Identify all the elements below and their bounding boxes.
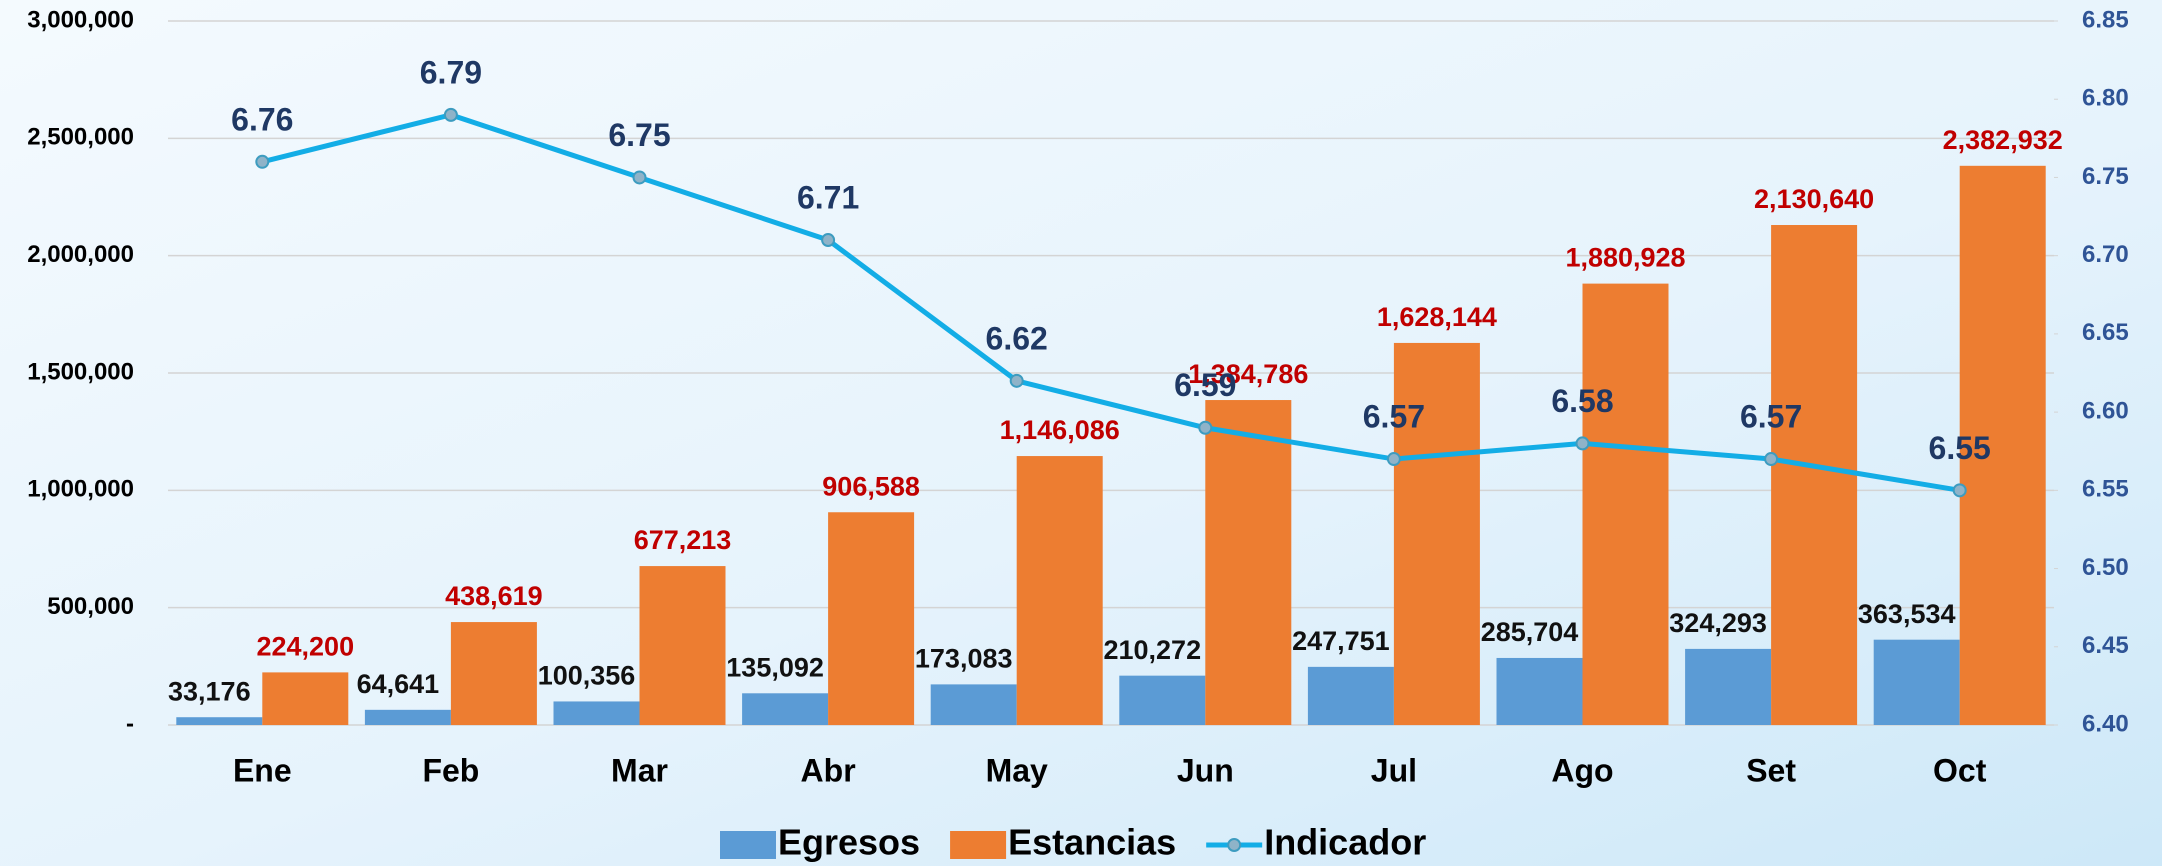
value-label: 247,751 xyxy=(1292,626,1390,656)
y2-tick-label: 6.75 xyxy=(2082,163,2129,190)
value-label: 1,628,144 xyxy=(1377,302,1497,332)
bar xyxy=(1205,400,1292,725)
value-label: 2,382,932 xyxy=(1943,125,2063,155)
value-label: 363,534 xyxy=(1858,599,1956,629)
y-tick-label: 2,500,000 xyxy=(27,124,134,151)
y-tick-label: 500,000 xyxy=(47,593,134,620)
bar xyxy=(176,717,263,725)
marker xyxy=(1575,436,1590,451)
y-tick-label: - xyxy=(126,710,134,737)
value-label: 6.79 xyxy=(420,54,482,90)
bar xyxy=(1393,342,1480,725)
x-tick-label: Jun xyxy=(1177,752,1234,788)
marker xyxy=(632,170,647,185)
value-label: 210,272 xyxy=(1103,635,1201,665)
bar xyxy=(1582,283,1669,725)
y2-tick-label: 6.50 xyxy=(2082,554,2129,581)
value-label: 906,588 xyxy=(822,471,920,501)
value-label: 6.58 xyxy=(1551,383,1613,419)
bar xyxy=(553,701,640,725)
y2-tick-label: 6.85 xyxy=(2082,6,2129,33)
bar xyxy=(1307,666,1394,725)
value-label: 324,293 xyxy=(1669,608,1767,638)
value-label: 64,641 xyxy=(357,669,440,699)
x-tick-label: Ago xyxy=(1551,752,1613,788)
bar xyxy=(1016,456,1103,725)
marker xyxy=(1009,373,1024,388)
marker xyxy=(1952,483,1967,498)
value-label: 6.75 xyxy=(608,117,670,153)
y2-tick-label: 6.65 xyxy=(2082,319,2129,346)
bar xyxy=(450,622,537,725)
bar xyxy=(1685,648,1772,725)
x-tick-label: May xyxy=(986,752,1048,788)
x-tick-label: Jul xyxy=(1371,752,1417,788)
value-label: 100,356 xyxy=(538,661,636,691)
value-label: 1,880,928 xyxy=(1565,243,1685,273)
bar xyxy=(364,709,451,725)
value-label: 1,384,786 xyxy=(1188,359,1308,389)
bar xyxy=(1771,225,1858,725)
x-tick-label: Set xyxy=(1746,752,1796,788)
value-label: 6.57 xyxy=(1740,398,1802,434)
legend-label: Estancias xyxy=(1008,822,1176,863)
x-tick-label: Ene xyxy=(233,752,292,788)
value-label: 285,704 xyxy=(1481,617,1579,647)
marker xyxy=(1198,420,1213,435)
value-label: 33,176 xyxy=(168,676,251,706)
bar xyxy=(1496,657,1583,725)
legend-swatch xyxy=(720,831,776,859)
value-label: 173,083 xyxy=(915,644,1013,674)
bar xyxy=(742,693,829,725)
line xyxy=(261,112,1961,493)
y2-tick-label: 6.55 xyxy=(2082,476,2129,503)
bar xyxy=(930,684,1017,725)
x-tick-label: Feb xyxy=(422,752,479,788)
legend-swatch xyxy=(950,831,1007,859)
legend-label: Indicador xyxy=(1264,822,1426,863)
x-tick-label: Abr xyxy=(801,752,856,788)
marker xyxy=(1386,452,1401,467)
value-label: 6.55 xyxy=(1929,430,1991,466)
value-label: 224,200 xyxy=(256,632,354,662)
y-tick-label: 1,500,000 xyxy=(27,358,134,385)
value-label: 6.59 xyxy=(1174,367,1236,403)
y2-tick-label: 6.60 xyxy=(2082,397,2129,424)
bar xyxy=(1959,165,2046,725)
bar xyxy=(1119,675,1206,725)
value-label: 6.76 xyxy=(231,101,293,137)
x-tick-label: Oct xyxy=(1933,752,1987,788)
bar xyxy=(828,512,915,725)
y2-tick-label: 6.45 xyxy=(2082,632,2129,659)
legend-marker xyxy=(1227,838,1242,852)
y2-tick-label: 6.70 xyxy=(2082,241,2129,268)
value-label: 677,213 xyxy=(634,525,732,555)
y-tick-label: 2,000,000 xyxy=(27,241,134,268)
value-label: 1,146,086 xyxy=(1000,415,1120,445)
y2-tick-label: 6.40 xyxy=(2082,710,2129,737)
bar xyxy=(1873,639,1960,725)
value-label: 438,619 xyxy=(445,581,543,611)
value-label: 6.71 xyxy=(797,179,859,215)
marker xyxy=(443,107,458,122)
bar xyxy=(262,672,349,725)
value-label: 6.62 xyxy=(986,320,1048,356)
legend-label: Egresos xyxy=(778,822,920,863)
value-label: 2,130,640 xyxy=(1754,184,1874,214)
y2-tick-label: 6.80 xyxy=(2082,85,2129,112)
value-label: 135,092 xyxy=(726,652,824,682)
y-tick-label: 1,000,000 xyxy=(27,476,134,503)
marker xyxy=(821,233,836,248)
y-tick-label: 3,000,000 xyxy=(27,6,134,33)
marker xyxy=(255,154,270,169)
marker xyxy=(1764,452,1779,467)
bar xyxy=(639,566,726,725)
x-tick-label: Mar xyxy=(611,752,668,788)
value-label: 6.57 xyxy=(1363,398,1425,434)
